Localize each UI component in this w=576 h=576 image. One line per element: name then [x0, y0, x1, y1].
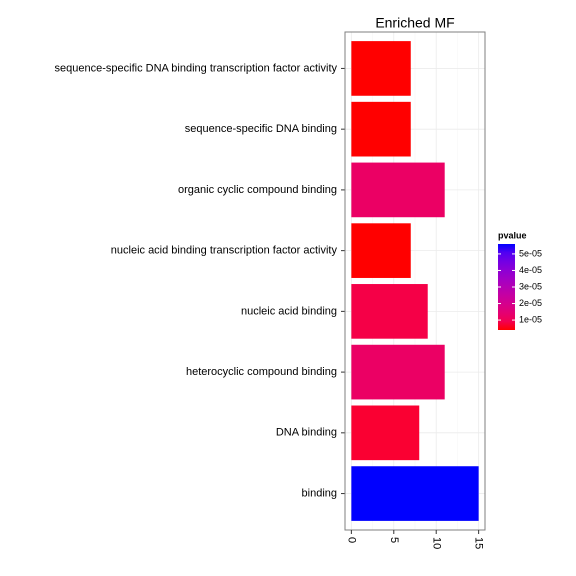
panel-border [344, 31, 486, 531]
legend-title: pvalue [498, 230, 527, 240]
bar [351, 162, 445, 218]
x-tick-label: 0 [345, 537, 357, 543]
legend-label: 5e-05 [519, 248, 542, 258]
y-tick-label: organic cyclic compound binding [178, 184, 337, 196]
legend-label: 2e-05 [519, 298, 542, 308]
y-tick-label: sequence-specific DNA binding [185, 123, 337, 135]
legend-label: 4e-05 [519, 265, 542, 275]
y-tick-label: binding [302, 487, 337, 499]
y-tick-label: DNA binding [276, 427, 337, 439]
bar [351, 405, 420, 461]
x-tick-label: 15 [473, 537, 485, 549]
y-tick-label: sequence-specific DNA binding transcript… [55, 62, 338, 74]
legend-colorbar [498, 244, 515, 330]
y-tick-label: nucleic acid binding [241, 305, 337, 317]
legend-label: 3e-05 [519, 281, 542, 291]
bar [351, 101, 411, 157]
x-tick-label: 10 [430, 537, 442, 549]
bar [351, 284, 428, 339]
legend-label: 1e-05 [519, 314, 542, 324]
chart-title: Enriched MF [375, 15, 454, 31]
y-tick-label: nucleic acid binding transcription facto… [111, 245, 338, 257]
bar [351, 466, 479, 521]
bar [351, 41, 411, 96]
x-tick-label: 5 [388, 537, 400, 543]
y-tick-label: heterocyclic compound binding [186, 366, 337, 378]
bar [351, 344, 445, 400]
bar [351, 223, 411, 278]
